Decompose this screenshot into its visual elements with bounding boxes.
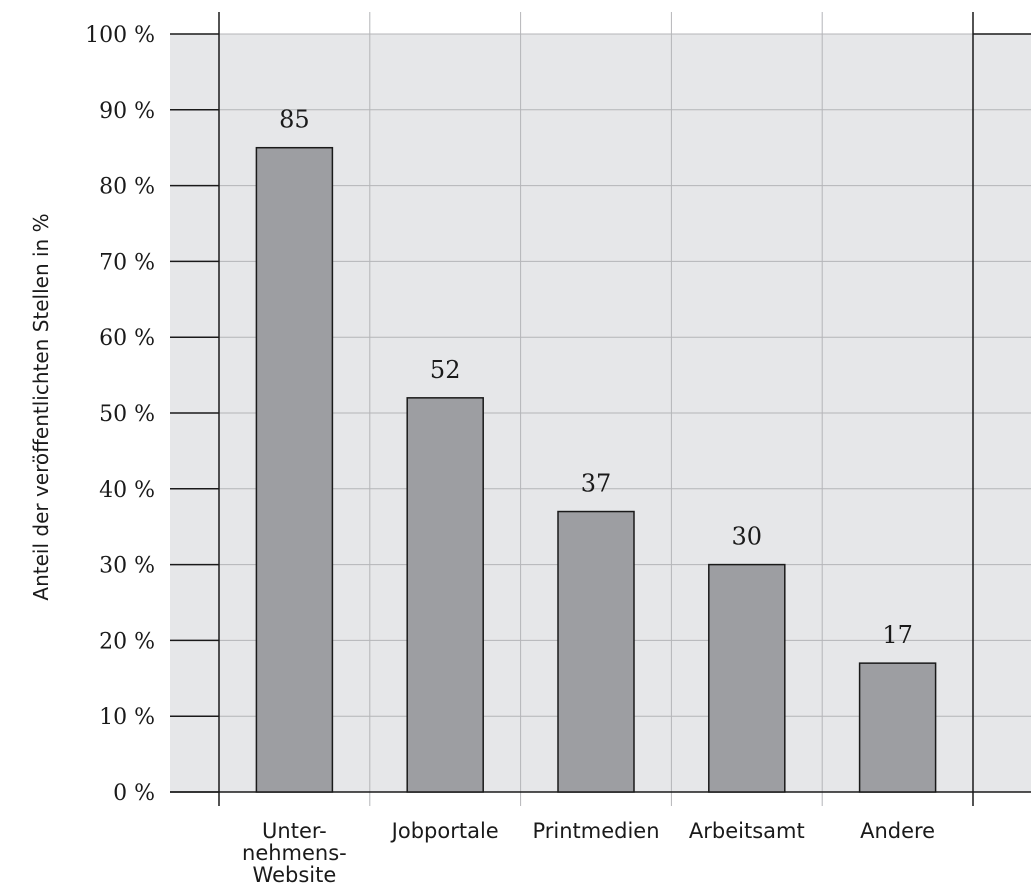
y-tick-labels: 0 % 10 % 20 % 30 % 40 % 50 % 60 % 70 % 80 % 90 % 1… <box>85 23 155 806</box>
category-label-line: nehmens- <box>242 841 347 865</box>
y-tick-label: 70 % <box>99 250 155 275</box>
y-tick-label: 20 % <box>99 629 155 654</box>
bar <box>708 563 786 793</box>
data-label: 52 <box>430 356 461 384</box>
y-tick-label: 30 % <box>99 554 155 579</box>
y-tick-label: 60 % <box>99 326 155 351</box>
y-tick-label: 80 % <box>99 175 155 200</box>
y-axis-title: Anteil der veröffentlichten Stellen in % <box>29 213 53 600</box>
y-tick-label: 90 % <box>99 99 155 124</box>
data-labels: 85 52 37 30 17 <box>279 106 913 649</box>
bar <box>406 397 484 793</box>
y-tick-label: 100 % <box>85 23 155 48</box>
category-labels: Unter-nehmens-Website Jobportale Printmedi… <box>242 819 935 885</box>
category-label: Jobportale <box>390 819 499 843</box>
category-label: Andere <box>860 819 935 843</box>
y-tick-label: 50 % <box>99 402 155 427</box>
category-label: Unter-nehmens-Website <box>242 819 347 885</box>
category-label: Arbeitsamt <box>689 819 805 843</box>
data-label: 85 <box>279 106 310 134</box>
bars <box>255 146 937 793</box>
data-label: 17 <box>882 621 913 649</box>
y-tick-label: 10 % <box>99 705 155 730</box>
bar <box>255 146 334 793</box>
category-label-line: Unter- <box>262 819 327 843</box>
category-label: Printmedien <box>532 819 659 843</box>
category-label-line: Printmedien <box>532 819 659 843</box>
data-label: 37 <box>581 470 612 498</box>
bar <box>858 662 937 793</box>
y-tick-label: 40 % <box>99 478 155 503</box>
category-label-line: Website <box>253 863 337 885</box>
data-label: 30 <box>732 523 763 551</box>
category-label-line: Jobportale <box>390 819 499 843</box>
bar <box>557 510 635 793</box>
category-label-line: Andere <box>860 819 935 843</box>
y-tick-label: 0 % <box>113 781 155 806</box>
category-label-line: Arbeitsamt <box>689 819 805 843</box>
